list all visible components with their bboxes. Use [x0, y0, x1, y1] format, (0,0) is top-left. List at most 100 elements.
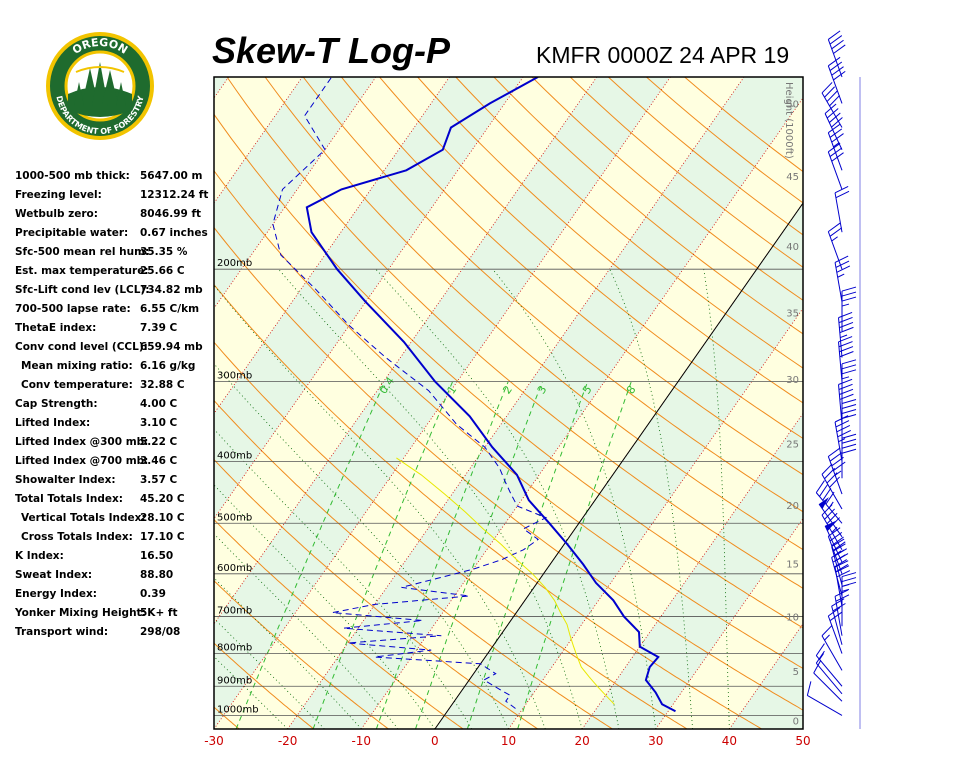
stat-row: Energy Index: 0.39	[15, 584, 215, 603]
height-tick-label: 10	[786, 613, 799, 624]
dry-adiabat	[226, 77, 803, 589]
isotherm-line	[0, 77, 81, 729]
stat-row: Lifted Index @700 mb: 3.46 C	[15, 451, 215, 470]
stat-label: Precipitable water:	[15, 227, 129, 239]
wind-barb	[834, 255, 851, 302]
x-tick-label: 30	[648, 734, 663, 748]
wind-barb	[841, 433, 857, 479]
wind-barb	[831, 598, 846, 645]
stat-label: Sfc-Lift cond lev (LCL):	[15, 284, 150, 296]
isobar-label: 1000mb	[217, 704, 259, 715]
isobar-label: 200mb	[217, 258, 252, 269]
stat-value: 25.66 C	[140, 265, 185, 277]
stat-value: 3.46 C	[140, 455, 178, 467]
wind-barb	[827, 142, 844, 190]
x-tick-label: -10	[351, 734, 371, 748]
stat-value: 88.80	[140, 569, 174, 581]
parcel-profile	[396, 457, 615, 705]
wind-barb	[834, 415, 851, 462]
stat-row: 700-500 lapse rate: 6.55 C/km	[15, 299, 215, 318]
stat-row: Yonker Mixing Height: 5K+ ft	[15, 603, 215, 622]
stat-label: Est. max temperature:	[15, 265, 149, 277]
dewpoint-profile	[272, 77, 548, 709]
stat-label: Sfc-500 mean rel hum:	[15, 246, 150, 258]
wind-barb	[824, 103, 843, 150]
stat-label: Conv cond level (CCL):	[15, 341, 148, 353]
isotherm-line	[287, 77, 745, 729]
isotherm-line	[0, 77, 155, 729]
dry-adiabat	[302, 77, 803, 513]
saturated-adiabat	[214, 428, 473, 729]
stat-row: 1000-500 mb thick: 5647.00 m	[15, 166, 215, 185]
stat-value: 12312.24 ft	[140, 189, 209, 201]
stat-value: 298/08	[140, 626, 181, 638]
stat-value: 659.94 mb	[140, 341, 203, 353]
stat-row: Mean mixing ratio: 6.16 g/kg	[15, 356, 215, 375]
freezing-isotherm	[434, 202, 803, 729]
stat-value: 35.35 %	[140, 246, 188, 258]
wind-barb	[818, 497, 843, 538]
x-tick-label: -30	[204, 734, 224, 748]
saturated-adiabat	[492, 268, 657, 729]
x-tick-label: 10	[501, 734, 516, 748]
wind-barb	[838, 311, 854, 358]
dry-adiabat	[214, 642, 315, 729]
isobar-label: 700mb	[217, 606, 252, 617]
stat-label: Cross Totals Index:	[21, 531, 133, 543]
stat-label: Conv temperature:	[21, 379, 133, 391]
wind-barb	[841, 572, 857, 617]
stat-label: Sweat Index:	[15, 569, 93, 581]
stat-value: 3.10 C	[140, 417, 178, 429]
dry-adiabat	[214, 706, 240, 729]
stat-label: Lifted Index @300 mb:	[15, 436, 149, 448]
x-tick-label: 0	[431, 734, 439, 748]
dry-adiabat	[214, 458, 539, 729]
wind-barb	[827, 447, 846, 495]
stat-value: 7.39 C	[140, 322, 178, 334]
stat-label: Lifted Index @700 mb:	[15, 455, 149, 467]
height-tick-label: 45	[786, 172, 799, 183]
isobar-label: 800mb	[217, 643, 252, 654]
dry-adiabat	[341, 77, 803, 476]
stat-value: 4.00 C	[140, 398, 178, 410]
stat-row: Total Totals Index: 45.20 C	[15, 489, 215, 508]
isotherm-line	[214, 77, 377, 309]
mixing-ratio-line	[517, 381, 632, 729]
stat-value: 16.50	[140, 550, 174, 562]
wind-barb	[813, 659, 843, 702]
isotherm-line	[360, 97, 803, 729]
stat-value: 5647.00 m	[140, 170, 203, 182]
stat-value: 17.10 C	[140, 531, 185, 543]
stat-row: Sweat Index: 88.80	[15, 565, 215, 584]
stat-value: 6.16 g/kg	[140, 360, 196, 372]
plot-frame	[213, 76, 804, 730]
stat-row: Est. max temperature: 25.66 C	[15, 261, 215, 280]
stat-label: Freezing level:	[15, 189, 102, 201]
wind-barb	[824, 520, 843, 563]
mixing-ratio-line	[375, 381, 509, 729]
stat-value: 5K+ ft	[140, 607, 178, 619]
dry-adiabat	[214, 341, 688, 729]
height-tick-label: 40	[786, 242, 799, 253]
isobar-label: 600mb	[217, 563, 252, 574]
wind-barb	[821, 624, 843, 671]
isotherm-line	[508, 307, 803, 729]
x-tick-label: 20	[574, 734, 589, 748]
stat-row: Freezing level: 12312.24 ft	[15, 185, 215, 204]
isobar-label: 400mb	[217, 450, 252, 461]
stat-value: 0.67 inches	[140, 227, 208, 239]
stat-row: Vertical Totals Index: 28.10 C	[15, 508, 215, 527]
wind-barb	[821, 82, 843, 128]
wind-barb	[841, 399, 857, 444]
isotherm-band	[214, 77, 229, 98]
wind-barb	[806, 681, 843, 716]
height-tick-label: 30	[786, 375, 799, 386]
isotherm-band	[0, 77, 81, 729]
stat-row: Cross Totals Index: 17.10 C	[15, 527, 215, 546]
stat-label: Yonker Mixing Height:	[15, 607, 146, 619]
logo-top-text: OREGON	[70, 36, 130, 57]
x-tick-label: -20	[278, 734, 298, 748]
height-tick-label: 50	[786, 99, 799, 110]
stat-value: 32.88 C	[140, 379, 185, 391]
stat-label: K Index:	[15, 550, 64, 562]
